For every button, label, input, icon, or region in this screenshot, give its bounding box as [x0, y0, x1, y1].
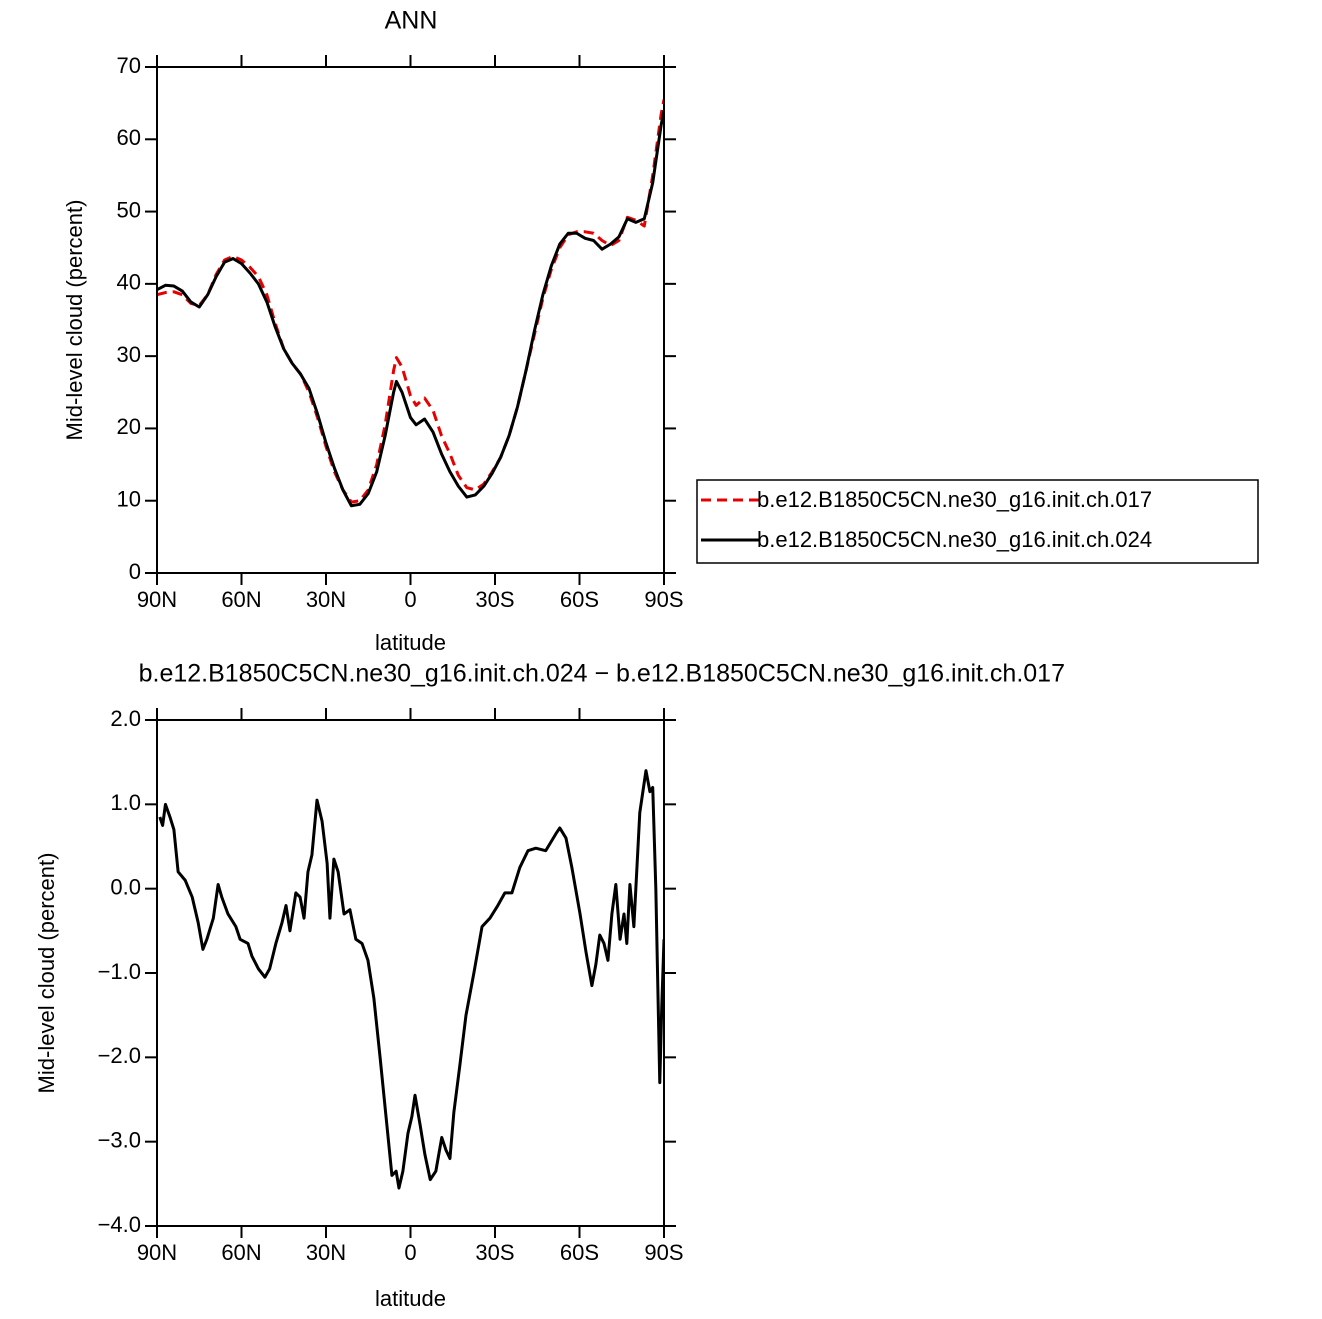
y-tick-label: 2.0	[110, 706, 141, 731]
chart-title: b.e12.B1850C5CN.ne30_g16.init.ch.024 − b…	[139, 660, 1065, 688]
y-tick-label: −3.0	[98, 1127, 141, 1152]
y-tick-label: 40	[117, 270, 141, 295]
y-tick-label: −2.0	[98, 1043, 141, 1068]
x-tick-label: 0	[404, 1240, 416, 1265]
x-tick-label: 30S	[475, 1240, 514, 1265]
x-axis-label: latitude	[375, 630, 446, 655]
y-axis-label: Mid-level cloud (percent)	[34, 853, 59, 1094]
x-tick-label: 60N	[221, 1240, 261, 1265]
y-tick-label: 60	[117, 125, 141, 150]
y-tick-label: 70	[117, 53, 141, 78]
x-tick-label: 30S	[475, 587, 514, 612]
y-tick-label: 30	[117, 342, 141, 367]
x-tick-label: 90S	[644, 587, 683, 612]
y-tick-label: 20	[117, 414, 141, 439]
x-tick-label: 30N	[306, 587, 346, 612]
x-axis-label: latitude	[375, 1286, 446, 1311]
y-tick-label: 0.0	[110, 874, 141, 899]
data-line	[158, 769, 664, 1190]
plot-frame	[156, 66, 665, 574]
x-tick-label: 0	[404, 587, 416, 612]
y-axis-label: Mid-level cloud (percent)	[62, 200, 87, 441]
data-line	[157, 99, 664, 504]
x-tick-label: 60S	[560, 587, 599, 612]
y-tick-label: 1.0	[110, 790, 141, 815]
y-tick-label: −1.0	[98, 959, 141, 984]
x-tick-label: 60N	[221, 587, 261, 612]
y-tick-label: 50	[117, 197, 141, 222]
chart-title: ANN	[385, 7, 438, 35]
x-tick-label: 90N	[137, 1240, 177, 1265]
x-tick-label: 90N	[137, 587, 177, 612]
plot-frame	[156, 719, 665, 1227]
y-tick-label: 10	[117, 487, 141, 512]
legend-label: b.e12.B1850C5CN.ne30_g16.init.ch.024	[757, 527, 1152, 552]
x-tick-label: 30N	[306, 1240, 346, 1265]
y-tick-label: 0	[129, 559, 141, 584]
legend-label: b.e12.B1850C5CN.ne30_g16.init.ch.017	[757, 487, 1152, 512]
x-tick-label: 90S	[644, 1240, 683, 1265]
y-tick-label: −4.0	[98, 1212, 141, 1237]
data-line	[157, 110, 664, 508]
x-tick-label: 60S	[560, 1240, 599, 1265]
legend-box	[696, 479, 1259, 564]
